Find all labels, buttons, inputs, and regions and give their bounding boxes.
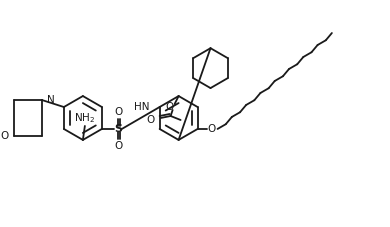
Text: HN: HN bbox=[134, 102, 150, 112]
Text: O: O bbox=[1, 131, 9, 141]
Text: O: O bbox=[115, 107, 123, 117]
Text: O: O bbox=[115, 141, 123, 151]
Text: O: O bbox=[207, 124, 216, 134]
Text: NH$_2$: NH$_2$ bbox=[74, 111, 96, 125]
Text: O: O bbox=[146, 115, 155, 125]
Text: N: N bbox=[47, 95, 55, 105]
Text: O: O bbox=[165, 102, 174, 112]
Text: S: S bbox=[114, 124, 122, 134]
